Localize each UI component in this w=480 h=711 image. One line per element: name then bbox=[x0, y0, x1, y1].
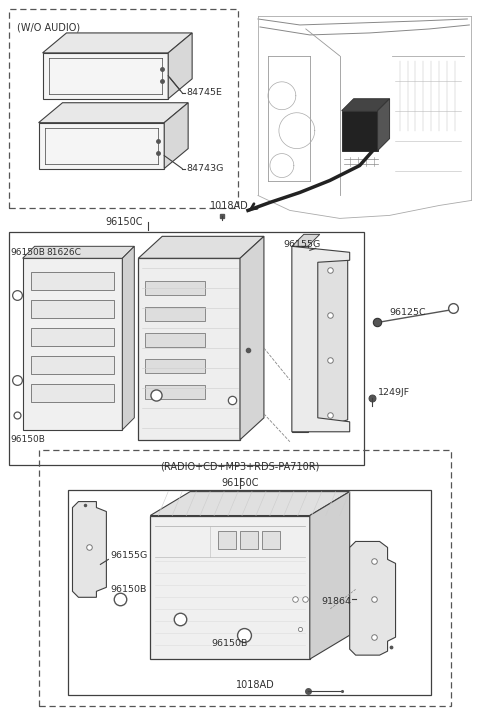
Text: 1018AD: 1018AD bbox=[210, 201, 249, 211]
Text: (RADIO+CD+MP3+RDS-PA710R): (RADIO+CD+MP3+RDS-PA710R) bbox=[160, 461, 320, 471]
Polygon shape bbox=[342, 99, 390, 111]
Polygon shape bbox=[43, 53, 168, 99]
Bar bbox=[145, 307, 205, 321]
Polygon shape bbox=[72, 501, 107, 597]
Polygon shape bbox=[350, 542, 396, 655]
Text: 96150B: 96150B bbox=[11, 248, 46, 257]
Bar bbox=[31, 356, 114, 374]
Polygon shape bbox=[138, 236, 264, 258]
Text: 96150C: 96150C bbox=[221, 478, 259, 488]
Polygon shape bbox=[38, 102, 188, 123]
Bar bbox=[9, 232, 364, 465]
Polygon shape bbox=[342, 111, 378, 151]
Text: 81626C: 81626C bbox=[47, 248, 82, 257]
Bar bbox=[9, 9, 238, 208]
Text: 84743G: 84743G bbox=[186, 164, 224, 173]
Polygon shape bbox=[122, 246, 134, 429]
Polygon shape bbox=[378, 99, 390, 151]
Bar bbox=[38, 450, 451, 706]
Text: 96150B: 96150B bbox=[110, 585, 147, 594]
Polygon shape bbox=[292, 246, 308, 432]
Polygon shape bbox=[23, 258, 122, 429]
Polygon shape bbox=[316, 252, 348, 429]
Polygon shape bbox=[292, 235, 320, 246]
Bar bbox=[69, 490, 432, 695]
Bar bbox=[218, 532, 236, 550]
Polygon shape bbox=[310, 491, 350, 659]
Polygon shape bbox=[23, 246, 134, 258]
Polygon shape bbox=[292, 246, 350, 432]
Bar bbox=[145, 282, 205, 295]
Bar bbox=[31, 328, 114, 346]
Text: 84745E: 84745E bbox=[186, 88, 222, 97]
Polygon shape bbox=[43, 33, 192, 53]
Text: (W/O AUDIO): (W/O AUDIO) bbox=[17, 23, 80, 33]
Bar bbox=[145, 359, 205, 373]
Polygon shape bbox=[150, 515, 310, 659]
Text: 1018AD: 1018AD bbox=[236, 680, 275, 690]
Bar bbox=[262, 532, 280, 550]
Polygon shape bbox=[38, 123, 164, 169]
Polygon shape bbox=[150, 491, 350, 515]
Bar bbox=[31, 300, 114, 318]
Bar bbox=[145, 385, 205, 399]
Polygon shape bbox=[164, 102, 188, 169]
Text: 96150C: 96150C bbox=[106, 218, 143, 228]
Text: 96150B: 96150B bbox=[11, 435, 46, 444]
Bar bbox=[31, 272, 114, 290]
Text: 96155G: 96155G bbox=[110, 551, 148, 560]
Text: 1249JF: 1249JF bbox=[378, 388, 410, 397]
Bar bbox=[145, 333, 205, 347]
Bar bbox=[31, 384, 114, 402]
Polygon shape bbox=[168, 33, 192, 99]
Text: 96125C: 96125C bbox=[390, 308, 426, 316]
Text: 91864: 91864 bbox=[322, 597, 352, 606]
Polygon shape bbox=[240, 236, 264, 440]
Text: 96155G: 96155G bbox=[284, 240, 321, 249]
Bar bbox=[240, 532, 258, 550]
Polygon shape bbox=[138, 258, 240, 440]
Text: 96150B: 96150B bbox=[212, 638, 248, 648]
